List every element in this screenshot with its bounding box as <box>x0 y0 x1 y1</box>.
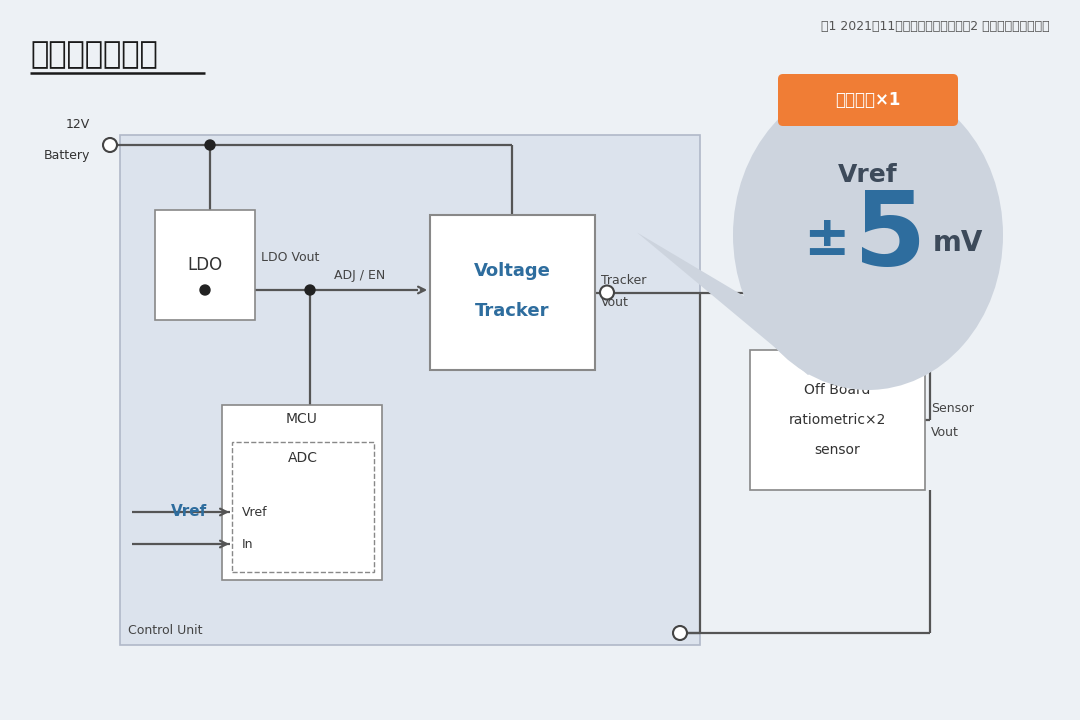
Text: Tracker: Tracker <box>600 274 646 287</box>
Text: Vout: Vout <box>600 296 629 309</box>
Text: MCU: MCU <box>286 412 318 426</box>
Circle shape <box>205 140 215 150</box>
Bar <box>120 135 700 645</box>
Text: mV: mV <box>933 229 983 257</box>
Bar <box>232 442 374 572</box>
Text: Tracker: Tracker <box>475 302 550 320</box>
Text: 12V: 12V <box>66 118 90 131</box>
Text: Vout: Vout <box>931 426 959 438</box>
Bar <box>156 210 255 320</box>
Circle shape <box>103 138 117 152</box>
Text: オフセット電圧: オフセット電圧 <box>30 40 158 69</box>
Circle shape <box>305 285 315 295</box>
Text: ADC: ADC <box>288 451 318 465</box>
Circle shape <box>200 285 210 295</box>
Text: LDO: LDO <box>188 256 222 274</box>
Text: Battery: Battery <box>43 149 90 162</box>
Text: ADJ / EN: ADJ / EN <box>335 269 386 282</box>
Text: 5: 5 <box>854 186 927 287</box>
Bar <box>430 215 595 370</box>
Text: 業界最小×1: 業界最小×1 <box>835 91 901 109</box>
Text: In: In <box>242 538 254 551</box>
Text: Vref: Vref <box>838 163 897 187</box>
Text: Vref: Vref <box>171 505 207 520</box>
Circle shape <box>600 286 615 300</box>
Ellipse shape <box>733 80 1003 390</box>
Text: ratiometric×2: ratiometric×2 <box>788 413 887 427</box>
Text: Vref: Vref <box>242 505 268 518</box>
Text: sensor: sensor <box>814 443 861 457</box>
Text: ±: ± <box>802 213 849 267</box>
Text: Off Board: Off Board <box>805 383 870 397</box>
Text: Control Unit: Control Unit <box>129 624 203 637</box>
Bar <box>222 405 382 580</box>
Polygon shape <box>637 233 843 375</box>
Circle shape <box>673 626 687 640</box>
Text: Sensor: Sensor <box>931 402 974 415</box>
Text: ｘ1 2021年11月現在、当社調べ　ｘ2 電源電圧に比例した: ｘ1 2021年11月現在、当社調べ ｘ2 電源電圧に比例した <box>822 20 1050 33</box>
Bar <box>750 350 924 490</box>
FancyBboxPatch shape <box>778 74 958 126</box>
Text: Voltage: Voltage <box>474 261 551 279</box>
Text: LDO Vout: LDO Vout <box>261 251 320 264</box>
